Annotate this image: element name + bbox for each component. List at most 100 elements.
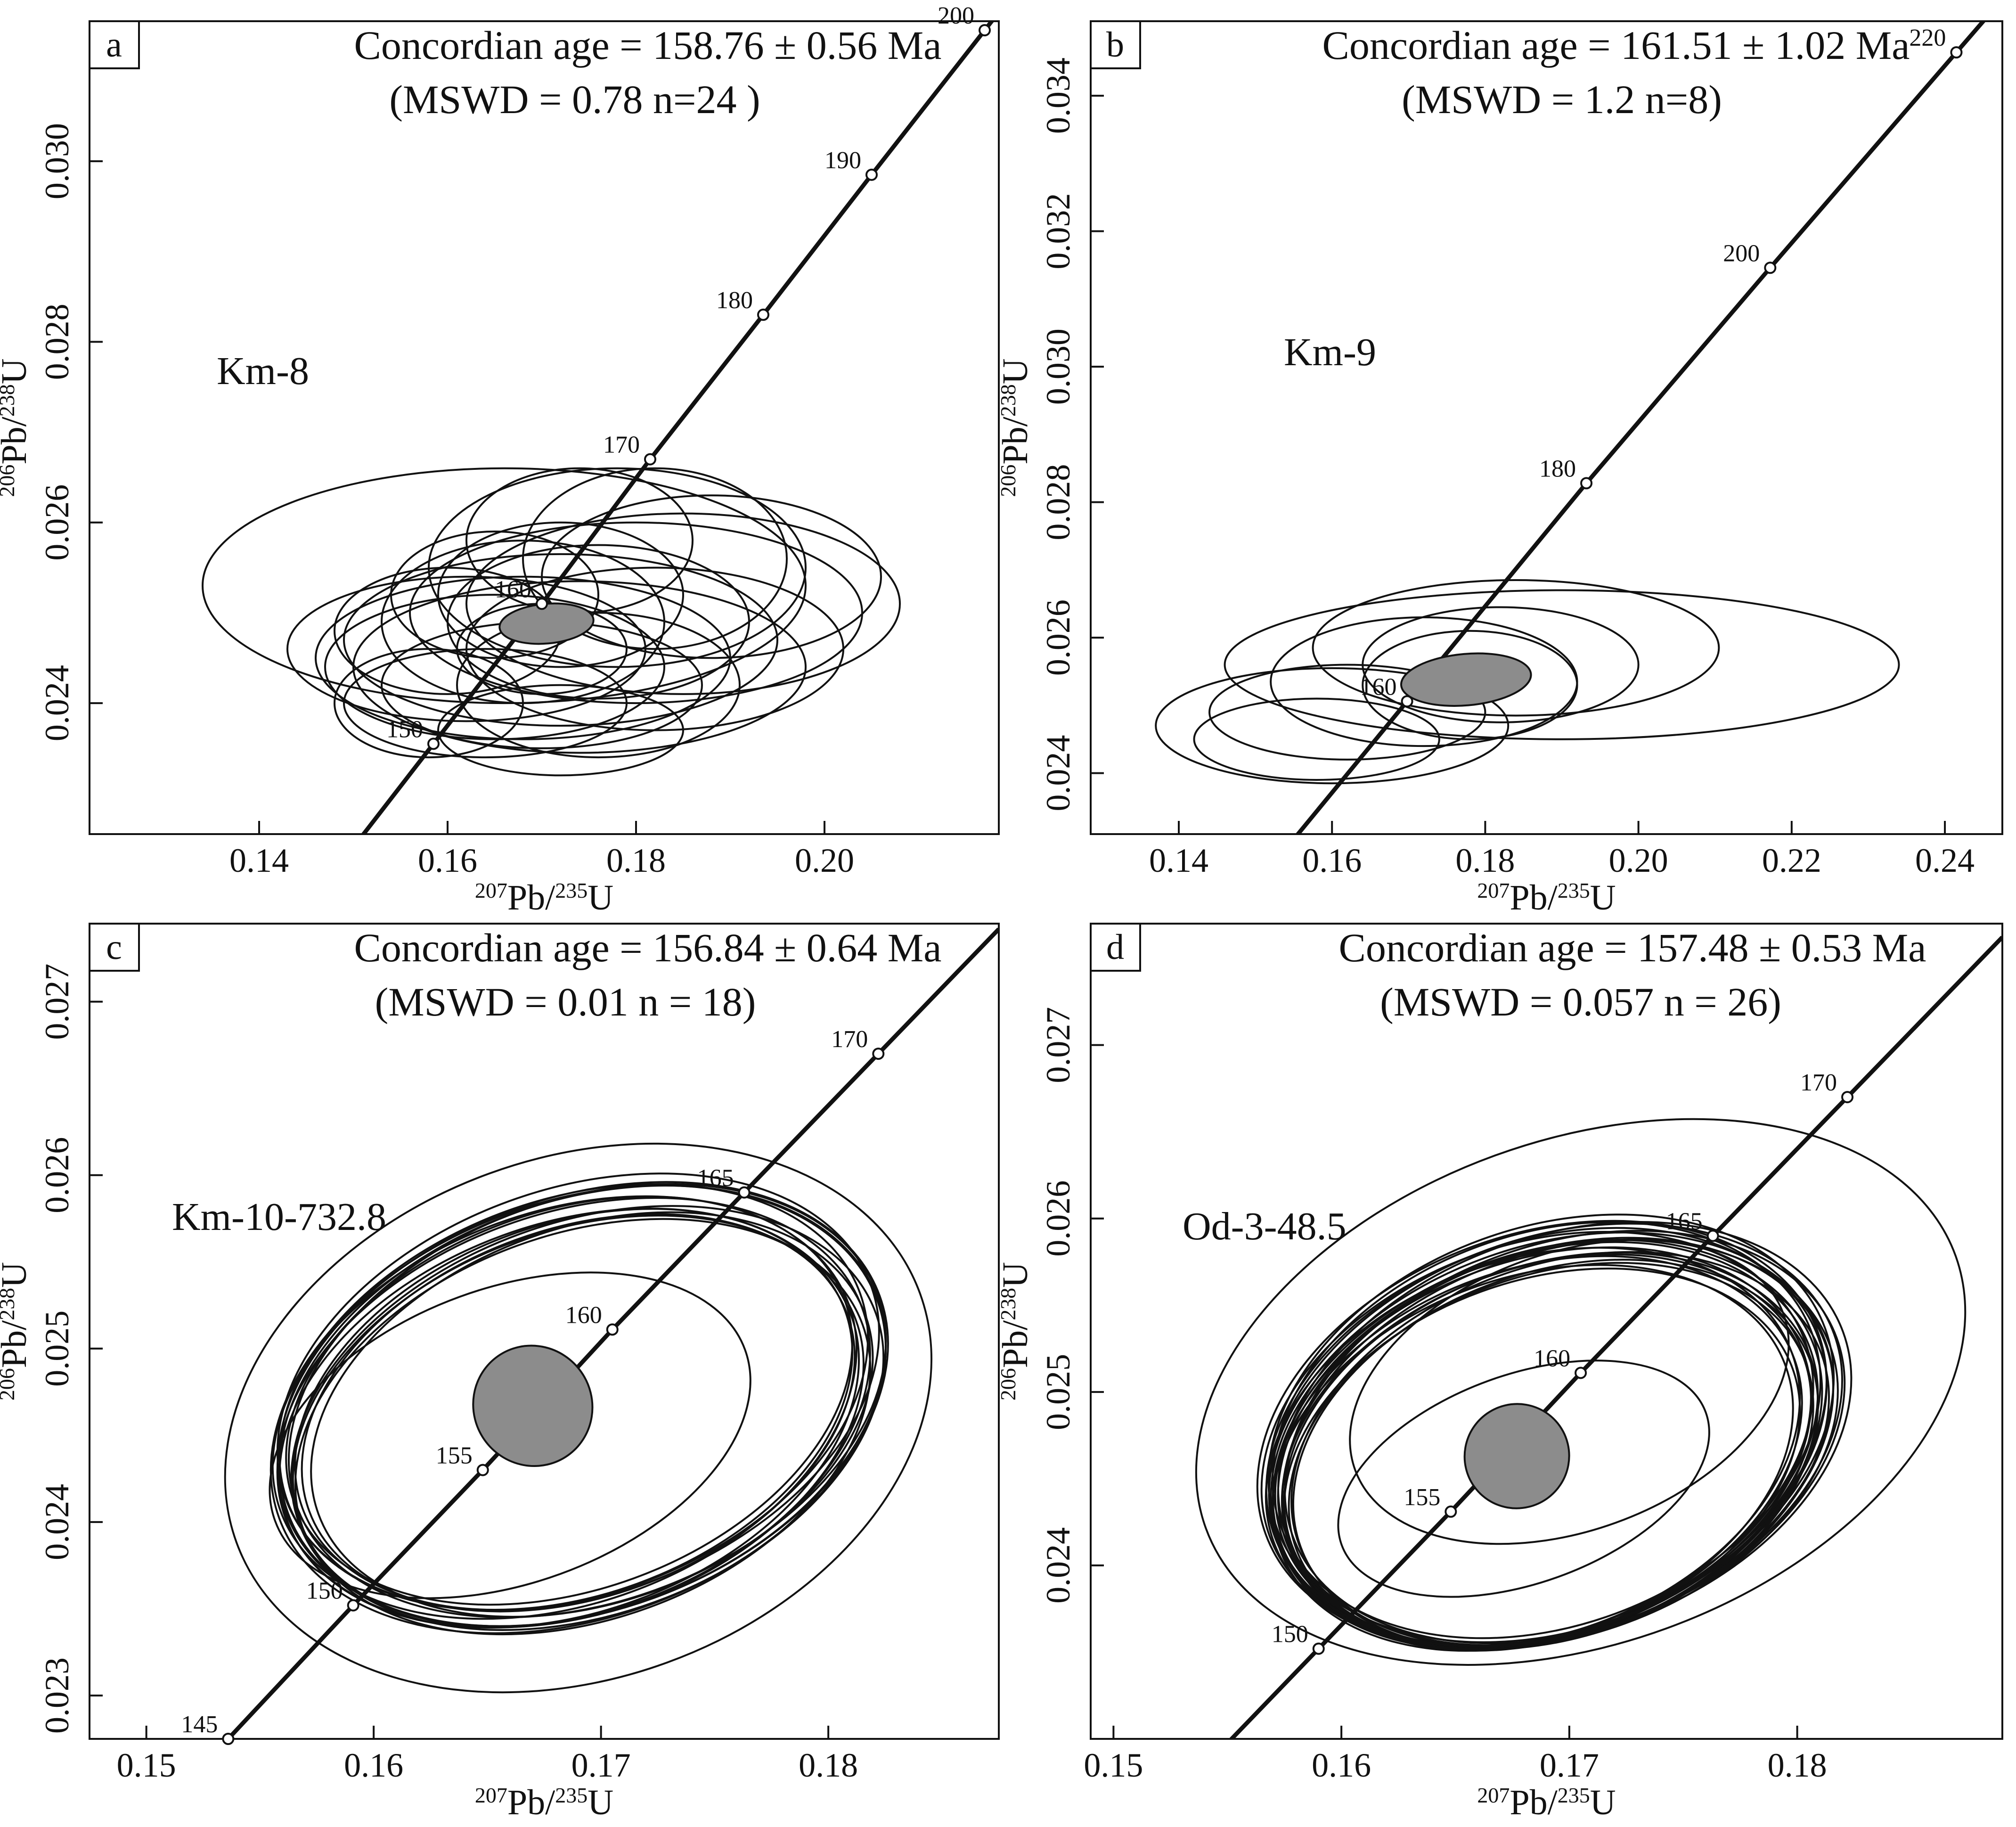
error-ellipse-7 (1362, 630, 1578, 740)
axis-label-sup-2: 235 (1558, 878, 1590, 902)
age-marker-190 (865, 168, 878, 181)
panel-letter: c (106, 927, 122, 967)
axis-label-sup-2: 235 (555, 878, 588, 902)
x-tick-label: 0.17 (571, 1746, 631, 1784)
age-label-160: 160 (565, 1302, 602, 1328)
concordia-curve (1295, 21, 1986, 834)
y-tick-label: 0.028 (38, 303, 76, 380)
axis-label-sup-1: 206 (996, 465, 1020, 497)
axis-label-sup-1: 207 (1477, 1783, 1510, 1807)
error-ellipse-26 (1337, 1360, 1710, 1598)
sample-label: Km-10-732.8 (172, 1195, 386, 1239)
chart-title: Concordian age = 157.48 ± 0.53 Ma (1339, 925, 1926, 970)
axis-label-sup-1: 206 (0, 1368, 19, 1401)
axis-label-base-2: U (996, 1262, 1035, 1288)
age-label-170: 170 (1800, 1069, 1837, 1096)
error-ellipse-1 (1224, 589, 1900, 740)
axis-label-sup-2: 238 (0, 1288, 19, 1320)
axis-label-sup-1: 206 (996, 1368, 1020, 1401)
y-axis-label: 206Pb/238U (996, 358, 1035, 497)
y-tick-label: 0.027 (1039, 1007, 1077, 1083)
axis-label-sup-2: 238 (996, 1288, 1020, 1320)
error-ellipse-10 (271, 1195, 858, 1620)
error-ellipse-23 (1288, 1262, 1814, 1651)
x-axis-label: 207Pb/235U (475, 878, 613, 918)
chart-title: Concordian age = 156.84 ± 0.64 Ma (354, 925, 942, 970)
concordia-age-ellipse (472, 1344, 594, 1467)
error-ellipse-24 (437, 684, 684, 777)
axis-label-sup-1: 207 (475, 1783, 507, 1807)
chart-subtitle: (MSWD = 0.01 n = 18) (375, 979, 756, 1024)
panel-c: 145 150 155 160 165 170 0.15 0.16 0.17 0.18 0.023 0… (0, 923, 1000, 1822)
y-tick-label: 0.024 (38, 665, 76, 741)
error-ellipse-10 (437, 521, 684, 668)
x-tick-label: 0.24 (1915, 842, 1975, 879)
concordia-age-ellipse (1463, 1403, 1570, 1509)
x-axis-label: 207Pb/235U (1477, 1783, 1616, 1822)
plot-area (1155, 21, 1986, 834)
y-tick-label: 0.032 (1039, 193, 1077, 270)
x-tick-label: 0.14 (1149, 842, 1208, 879)
error-ellipse-2 (1312, 579, 1720, 717)
axis-label-sup-1: 206 (0, 465, 19, 497)
x-tick-label: 0.16 (1312, 1746, 1371, 1784)
error-ellipse-16 (522, 467, 788, 650)
error-ellipse-14 (541, 494, 882, 659)
x-tick-label: 0.16 (1302, 842, 1362, 879)
x-tick-label: 0.18 (606, 842, 666, 879)
panel-letter-box (89, 20, 140, 69)
chart-title: Concordian age = 158.76 ± 0.56 Ma (354, 23, 942, 68)
sample-label: Km-9 (1284, 330, 1376, 374)
x-tick-label: 0.18 (799, 1746, 858, 1784)
concordia-curve (360, 21, 995, 834)
plot-area (1195, 935, 2002, 1739)
age-marker-170 (1841, 1091, 1854, 1104)
age-marker-150 (347, 1599, 359, 1612)
y-tick-label: 0.028 (1039, 464, 1077, 541)
axis-label-base-1: Pb/ (0, 1320, 34, 1368)
age-marker-200 (979, 24, 991, 37)
age-marker-160 (1401, 695, 1413, 708)
age-marker-160 (536, 598, 548, 610)
panel-letter-box (1090, 923, 1141, 972)
error-ellipse-17 (301, 1213, 856, 1613)
chart-title: Concordian age = 161.51 ± 1.02 Ma (1322, 23, 1910, 68)
age-marker-145 (222, 1733, 235, 1745)
x-axis-label: 207Pb/235U (475, 1783, 613, 1822)
y-tick-label: 0.023 (38, 1657, 76, 1734)
axis-label-sup-2: 238 (0, 384, 19, 417)
y-tick-label: 0.026 (38, 1137, 76, 1213)
age-label-190: 190 (824, 147, 861, 174)
age-label-155: 155 (1404, 1484, 1440, 1511)
error-ellipse-5 (343, 553, 778, 727)
axis-label-base-2: U (588, 878, 613, 918)
panel-d: 150 155 160 165 170 0.15 0.16 0.17 0.18 0.024 0.02… (996, 923, 2003, 1822)
x-tick-label: 0.15 (117, 1746, 176, 1784)
x-tick-label: 0.18 (1768, 1746, 1827, 1784)
y-axis-label: 206Pb/238U (0, 358, 34, 497)
panel-letter: a (106, 25, 122, 65)
y-axis-label: 206Pb/238U (996, 1262, 1035, 1401)
y-tick-label: 0.034 (1039, 57, 1077, 134)
error-ellipse-23 (334, 648, 524, 759)
age-marker-165 (738, 1186, 751, 1199)
concordia-curve (1228, 935, 2002, 1739)
axis-label-base-2: U (588, 1783, 613, 1822)
age-label-200: 200 (1723, 240, 1760, 267)
axis-label-base-1: Pb/ (996, 1320, 1035, 1368)
axis-label-base-2: U (1590, 878, 1616, 918)
error-ellipse-22 (465, 566, 844, 731)
axis-label-base-1: Pb/ (1510, 1783, 1558, 1822)
age-marker-180 (1580, 477, 1593, 490)
axis-label-base-1: Pb/ (507, 878, 555, 918)
chart-subtitle: (MSWD = 0.057 n = 26) (1380, 979, 1781, 1024)
axis-label-sup-1: 207 (1477, 878, 1510, 902)
y-tick-label: 0.030 (1039, 328, 1077, 405)
plot-frame (1090, 923, 2003, 1740)
x-tick-label: 0.20 (1609, 842, 1668, 879)
y-tick-label: 0.024 (1039, 735, 1077, 811)
axis-label-base-2: U (0, 1262, 34, 1288)
error-ellipse-6 (1208, 664, 1486, 761)
x-tick-label: 0.14 (229, 842, 289, 879)
